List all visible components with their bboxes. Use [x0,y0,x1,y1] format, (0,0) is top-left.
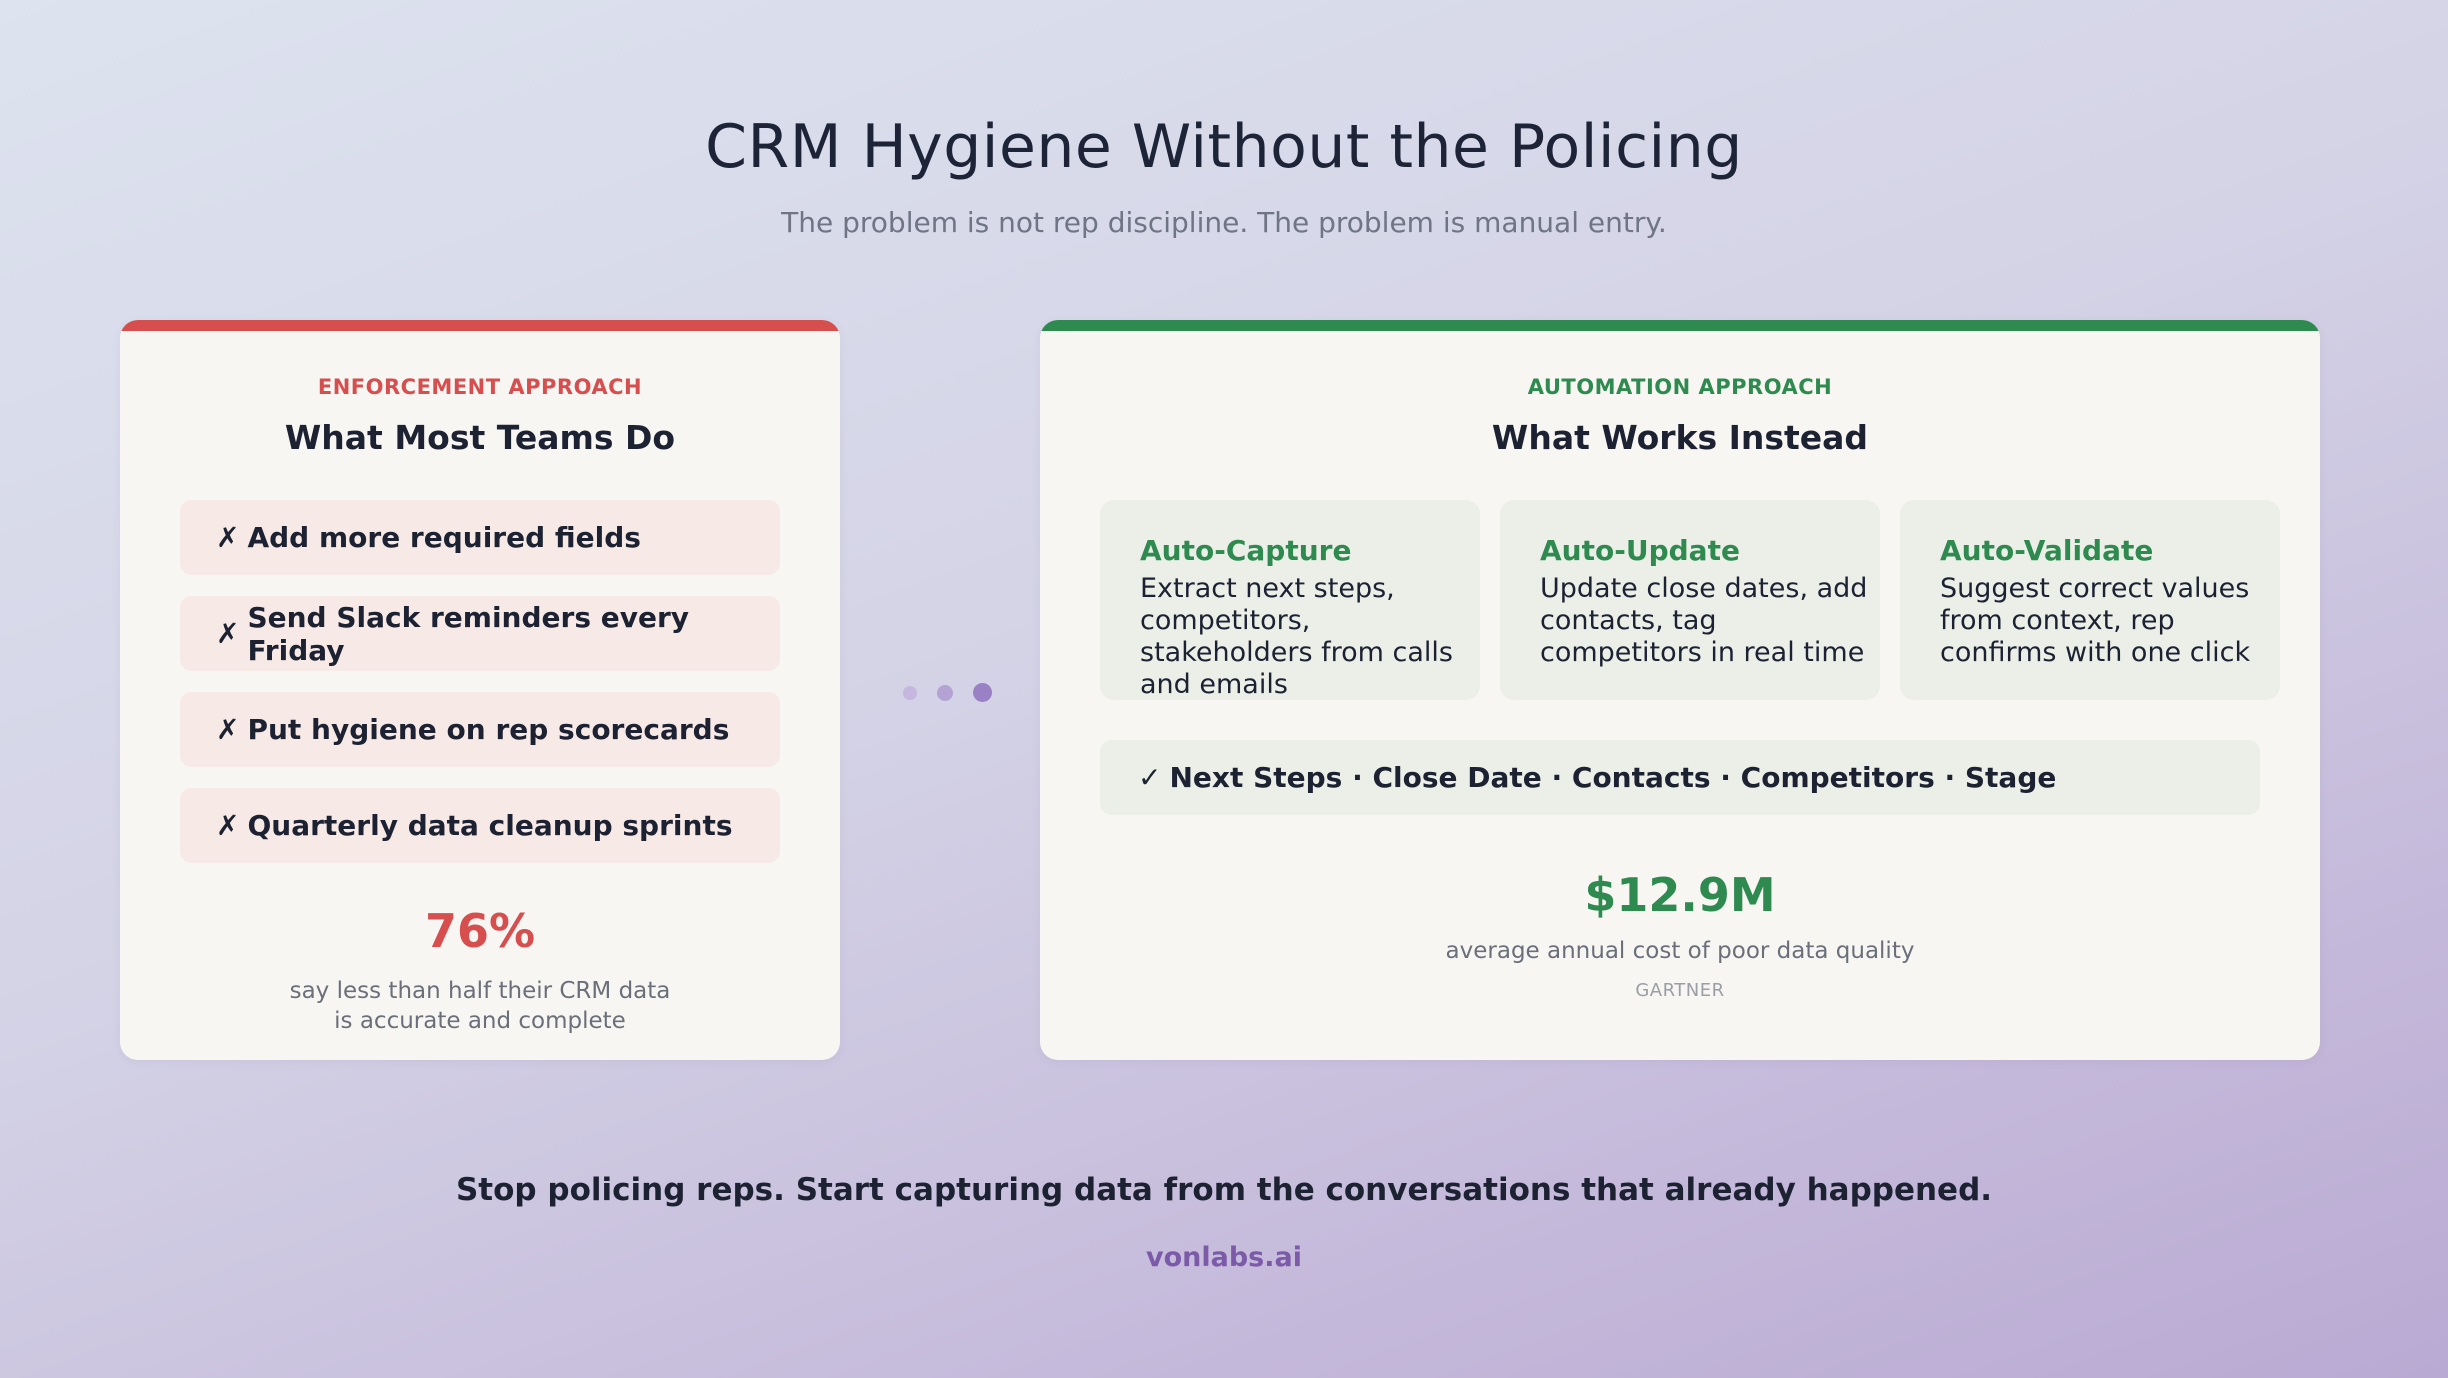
stat-note-line2: is accurate and complete [334,1008,626,1034]
feature-description: Update close dates, add contacts, tag co… [1540,573,1868,668]
x-mark-icon: ✗ [216,617,240,650]
list-item-label: Add more required fields [247,521,641,554]
list-item-label: Put hygiene on rep scorecards [247,713,730,746]
enforcement-card: ENFORCEMENT APPROACH What Most Teams Do … [120,320,840,1060]
dot [973,683,992,702]
brand-link[interactable]: vonlabs.ai [1146,1242,1302,1273]
footer-tagline: Stop policing reps. Start capturing data… [455,1172,1993,1208]
card-kicker: AUTOMATION APPROACH [1527,375,1833,399]
feature-card-auto-capture: Auto-Capture Extract next steps, competi… [1100,500,1480,700]
feature-description: Extract next steps, competitors, stakeho… [1140,573,1453,700]
feature-title: Auto-Capture [1140,534,1352,567]
card-title: What Most Teams Do [284,418,676,457]
feature-description: Suggest correct values from context, rep… [1940,573,2251,668]
page-title: CRM Hygiene Without the Policing [705,112,1743,182]
x-mark-icon: ✗ [216,809,240,842]
feature-card-auto-update: Auto-Update Update close dates, add cont… [1500,500,1880,700]
captured-fields-bar: ✓ Next Steps · Close Date · Contacts · C… [1100,740,2260,815]
stat-source: GARTNER [1635,980,1725,1001]
stat-note-line1: say less than half their CRM data [289,978,671,1004]
feature-title: Auto-Validate [1940,534,2154,567]
card-accent-bar [120,320,840,331]
card-title: What Works Instead [1491,418,1869,457]
list-item-label: Quarterly data cleanup sprints [247,809,733,842]
card-kicker: ENFORCEMENT APPROACH [317,375,643,399]
list-item: ✗ Send Slack reminders every Friday [180,596,780,671]
list-item: ✗ Quarterly data cleanup sprints [180,788,780,863]
list-item-label: Send Slack reminders every Friday [247,600,690,667]
feature-card-auto-validate: Auto-Validate Suggest correct values fro… [1900,500,2280,700]
card-accent-bar [1040,320,2320,331]
feature-title: Auto-Update [1540,534,1740,567]
stat-value: 76% [424,904,536,958]
x-mark-icon: ✗ [216,521,240,554]
list-item: ✗ Add more required fields [180,500,780,575]
progress-dots [900,680,1000,704]
dot [903,686,917,700]
checkmark-icon: ✓ [1138,761,1162,794]
automation-card: AUTOMATION APPROACH What Works Instead A… [1040,320,2320,1060]
captured-fields-label: Next Steps · Close Date · Contacts · Com… [1169,761,2057,794]
list-item: ✗ Put hygiene on rep scorecards [180,692,780,767]
x-mark-icon: ✗ [216,713,240,746]
page-subtitle: The problem is not rep discipline. The p… [781,206,1667,239]
dot [937,685,953,701]
stat-note: average annual cost of poor data quality [1445,938,1915,964]
stat-value: $12.9M [1584,868,1776,922]
